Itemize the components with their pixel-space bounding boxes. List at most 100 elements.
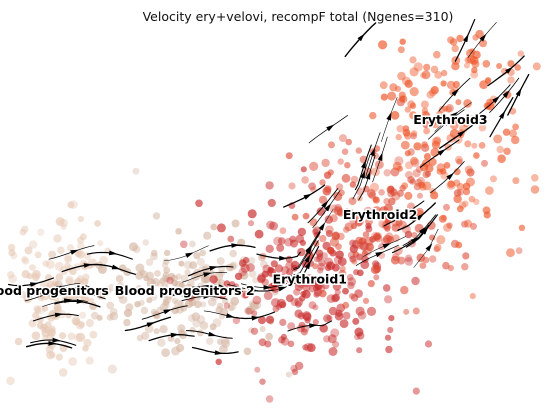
- scatter-point: [260, 260, 268, 269]
- scatter-point: [85, 319, 94, 328]
- scatter-point: [323, 171, 332, 179]
- scatter-point: [342, 311, 351, 320]
- scatter-point: [53, 305, 61, 313]
- scatter-point: [64, 253, 72, 262]
- scatter-point: [375, 160, 384, 170]
- scatter-point: [28, 319, 37, 328]
- scatter-point: [383, 222, 392, 231]
- scatter-point: [191, 312, 201, 321]
- scatter-point: [193, 292, 202, 301]
- scatter-point: [422, 181, 432, 191]
- scatter-point: [245, 307, 253, 315]
- scatter-point: [288, 182, 296, 190]
- scatter-point: [200, 301, 207, 308]
- scatter-point: [409, 87, 419, 97]
- scatter-point: [294, 282, 304, 291]
- scatter-point: [196, 329, 204, 337]
- scatter-point: [19, 228, 27, 236]
- scatter-point: [471, 142, 478, 149]
- scatter-point: [177, 329, 186, 337]
- scatter-point: [334, 289, 341, 296]
- streamline-arrowhead: [46, 291, 55, 297]
- scatter-point: [106, 301, 115, 310]
- scatter-point: [429, 234, 436, 241]
- scatter-point: [404, 132, 412, 140]
- scatter-point: [401, 76, 411, 86]
- scatter-point: [329, 214, 338, 223]
- scatter-point: [456, 205, 464, 213]
- scatter-point: [479, 80, 488, 90]
- scatter-point: [384, 295, 393, 304]
- scatter-point: [430, 86, 439, 95]
- scatter-point: [442, 261, 450, 270]
- scatter-point: [297, 227, 307, 237]
- scatter-point: [31, 331, 41, 341]
- scatter-point: [129, 242, 138, 252]
- scatter-point: [326, 294, 336, 303]
- scatter-point: [29, 264, 36, 271]
- scatter-point: [344, 222, 354, 232]
- scatter-point: [313, 291, 320, 298]
- scatter-point: [161, 262, 169, 269]
- scatter-point: [291, 213, 299, 221]
- scatter-point: [372, 206, 382, 216]
- streamline-arrowhead: [30, 282, 39, 287]
- scatter-point: [251, 310, 258, 317]
- streamline-arrowhead: [360, 170, 365, 179]
- scatter-point: [290, 239, 298, 248]
- scatter-point: [485, 186, 494, 195]
- scatter-point: [144, 324, 154, 333]
- scatter-point: [445, 105, 452, 113]
- scatter-point: [417, 192, 423, 199]
- scatter-point: [443, 223, 452, 232]
- scatter-point: [369, 182, 379, 192]
- scatter-point: [400, 285, 409, 295]
- scatter-point: [397, 46, 405, 54]
- scatter-point: [285, 261, 294, 270]
- scatter-point: [302, 212, 310, 220]
- scatter-point: [318, 258, 326, 267]
- scatter-point: [370, 265, 380, 275]
- scatter-point: [227, 301, 237, 311]
- streamline-arrowhead: [163, 309, 172, 315]
- scatter-point: [109, 308, 118, 316]
- scatter-point: [89, 330, 98, 339]
- streamline-arrowhead: [203, 294, 212, 299]
- scatter-point: [468, 195, 476, 203]
- scatter-point: [140, 306, 149, 315]
- scatter-point: [470, 70, 479, 79]
- scatter-point: [388, 315, 395, 322]
- scatter-point: [337, 232, 345, 241]
- scatter-point: [440, 214, 447, 221]
- scatter-point: [350, 175, 359, 184]
- scatter-point: [68, 357, 78, 366]
- scatter-point: [355, 236, 363, 245]
- scatter-point: [277, 237, 286, 245]
- scatter-point: [65, 312, 72, 319]
- scatter-point: [247, 220, 255, 227]
- scatter-point: [276, 243, 285, 252]
- scatter-point: [199, 321, 209, 330]
- scatter-point: [265, 332, 274, 341]
- streamline-arrowhead: [111, 264, 121, 270]
- scatter-point: [339, 134, 347, 143]
- scatter-point: [145, 271, 154, 281]
- scatter-point: [344, 162, 351, 169]
- scatter-point: [164, 290, 174, 300]
- scatter-point: [175, 228, 182, 235]
- scatter-point: [464, 165, 473, 174]
- streamline-arrowhead: [214, 350, 224, 355]
- scatter-point: [423, 63, 431, 71]
- streamline-arrowhead: [251, 315, 260, 321]
- scatter-point: [41, 323, 48, 330]
- scatter-point: [47, 315, 55, 323]
- streamline-arrowhead: [279, 255, 288, 261]
- scatter-point: [449, 120, 459, 130]
- scatter-point: [396, 125, 404, 133]
- scatter-point: [365, 208, 375, 218]
- scatter-point: [312, 319, 319, 326]
- scatter-point: [462, 182, 471, 191]
- scatter-point: [426, 90, 435, 99]
- scatter-point: [308, 284, 317, 293]
- scatter-point: [496, 145, 504, 154]
